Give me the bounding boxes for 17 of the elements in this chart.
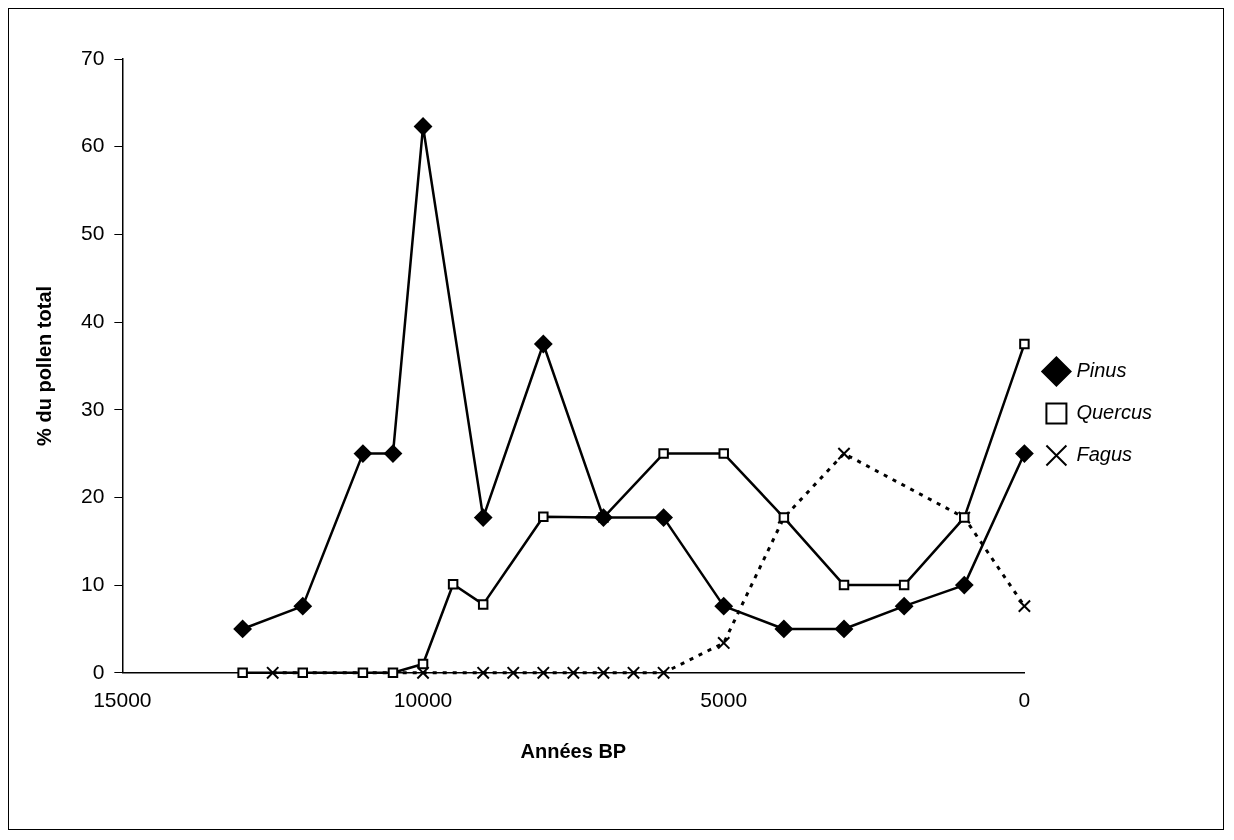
y-tick-label: 40 xyxy=(81,308,105,332)
y-tick-label: 20 xyxy=(81,484,105,508)
y-tick-label: 70 xyxy=(81,45,105,69)
y-tick-label: 30 xyxy=(81,396,105,420)
legend-label: Fagus xyxy=(1076,443,1133,466)
legend-label: Quercus xyxy=(1076,401,1153,424)
x-tick-label: 15000 xyxy=(93,688,152,712)
y-tick-label: 60 xyxy=(81,133,105,157)
y-tick-label: 0 xyxy=(92,659,105,683)
y-tick-label: 10 xyxy=(81,571,105,595)
y-axis-title: % du pollen total xyxy=(32,285,55,446)
x-axis-title: Années BP xyxy=(520,739,627,762)
x-tick-label: 5000 xyxy=(700,688,748,712)
x-tick-label: 0 xyxy=(1018,688,1031,712)
y-tick-label: 50 xyxy=(81,221,105,245)
x-tick-label: 10000 xyxy=(393,688,453,712)
legend-label: Pinus xyxy=(1076,359,1127,382)
